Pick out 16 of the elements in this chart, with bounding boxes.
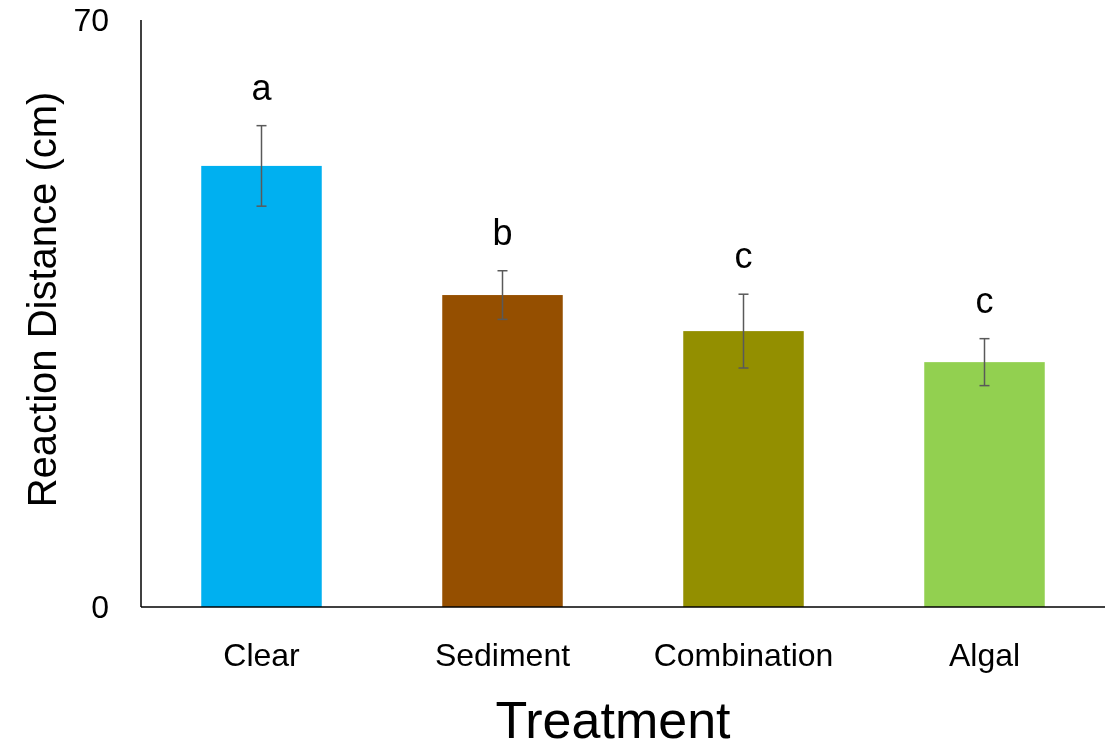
y-axis-title: Reaction Distance (cm) [20,91,64,508]
annotation: c [734,235,753,277]
x-tick-label: Combination [653,637,834,673]
y-tick-label: 0 [91,589,109,626]
bar [683,331,804,607]
bar [201,165,322,607]
bar [442,295,563,607]
x-axis-title: Treatment [495,691,732,748]
x-tick-label: Algal [948,637,1021,673]
x-tick-label: Clear [223,637,301,673]
x-tick-label: Sediment [434,637,571,673]
annotation: a [251,66,273,108]
annotation: c [975,279,994,321]
y-tick-label: 70 [73,2,109,39]
bar [924,362,1045,607]
annotation: b [492,211,513,253]
